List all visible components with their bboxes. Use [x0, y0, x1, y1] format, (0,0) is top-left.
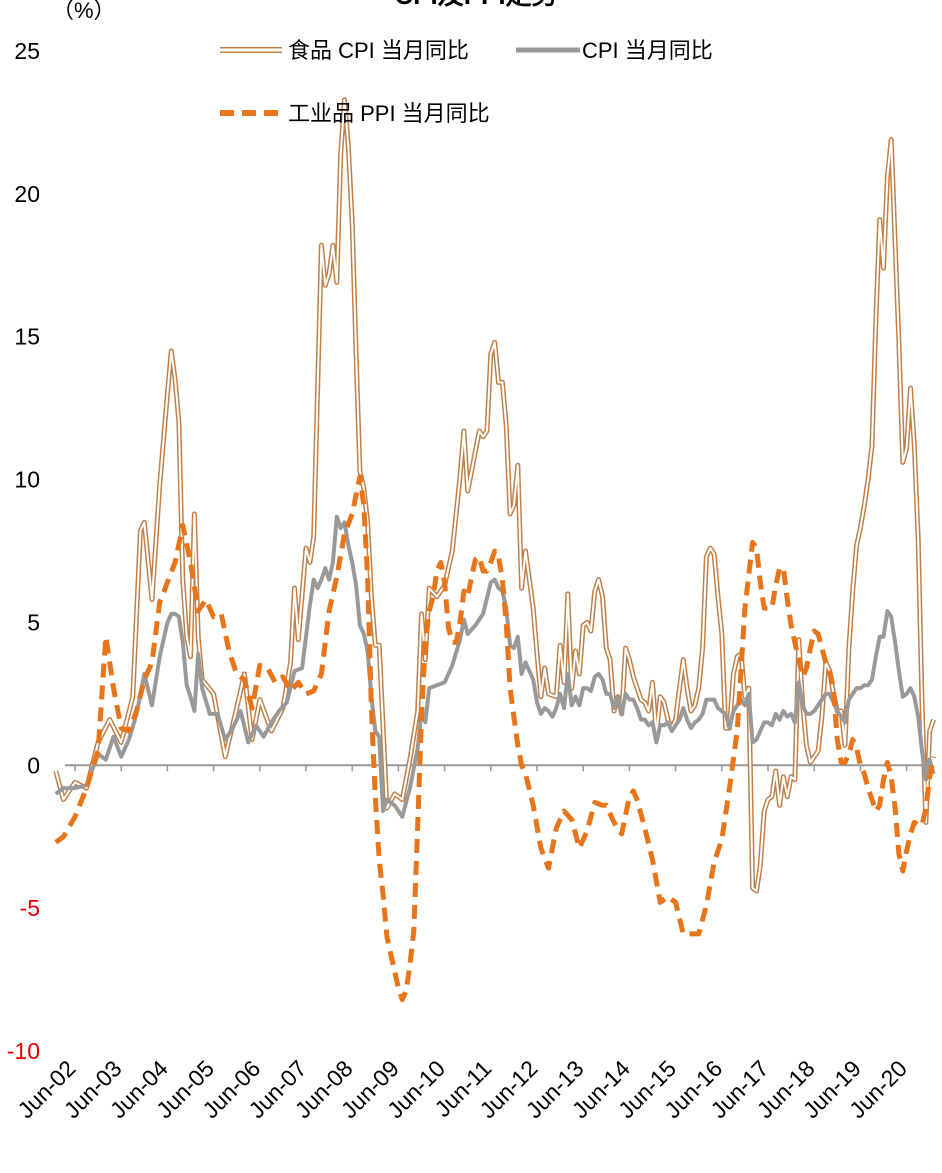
food-cpi-line-inner [54, 98, 935, 892]
y-tick-label: 10 [14, 467, 40, 493]
y-axis-unit-label: （%） [52, 0, 116, 23]
y-tick-label: 25 [14, 38, 40, 64]
series-food-cpi [53, 97, 936, 894]
legend-item-ppi: 工业品 PPI 当月同比 [220, 101, 490, 126]
y-tick-label: 20 [14, 181, 40, 207]
food-cpi-line-outer [53, 97, 936, 894]
legend-label-food-cpi: 食品 CPI 当月同比 [288, 38, 469, 63]
series-ppi [54, 474, 937, 1003]
legend-item-cpi: CPI 当月同比 [516, 38, 713, 63]
series-cpi [54, 514, 936, 819]
legend: 食品 CPI 当月同比 CPI 当月同比 工业品 PPI 当月同比 [220, 38, 713, 126]
ppi-line [54, 474, 937, 1003]
legend-label-ppi: 工业品 PPI 当月同比 [288, 101, 490, 126]
y-tick-label: 5 [27, 609, 40, 635]
y-tick-label: 15 [14, 324, 40, 350]
y-tick-label: 0 [27, 752, 40, 778]
chart-title: CPI及PPI走势 [394, 0, 557, 10]
cpi-line [54, 514, 936, 819]
legend-item-food-cpi: 食品 CPI 当月同比 [220, 38, 469, 63]
y-tick-label: -5 [20, 895, 40, 921]
y-tick-label: -10 [7, 1038, 40, 1064]
series-layer [53, 97, 937, 1003]
legend-label-cpi: CPI 当月同比 [582, 38, 713, 63]
